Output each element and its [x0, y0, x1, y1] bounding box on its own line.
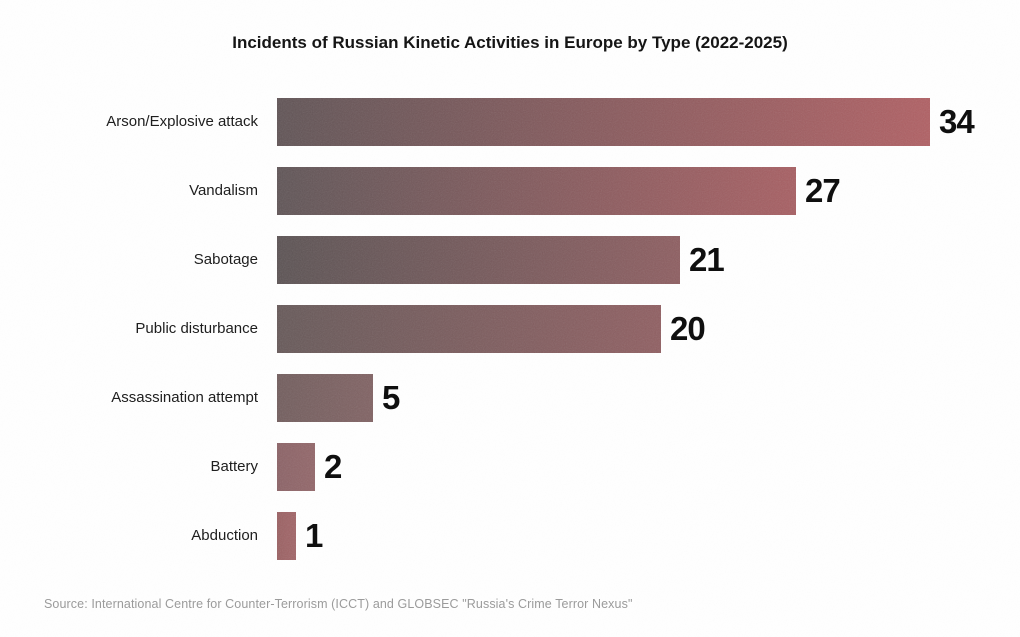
- category-label: Abduction: [191, 527, 258, 544]
- bar-grain-texture: [277, 236, 680, 284]
- value-label: 27: [805, 172, 841, 209]
- value-label: 5: [382, 379, 400, 416]
- category-label: Assassination attempt: [111, 389, 258, 406]
- bar: [277, 512, 296, 560]
- category-label: Sabotage: [193, 251, 258, 268]
- bar-grain-texture: [277, 305, 661, 353]
- category-label: Vandalism: [189, 182, 258, 199]
- bar: [277, 374, 373, 422]
- bar-row: Abduction 1: [0, 512, 1020, 560]
- bar-row: Assassination attempt 5: [0, 374, 1020, 422]
- value-label: 21: [689, 241, 725, 278]
- chart-title: Incidents of Russian Kinetic Activities …: [232, 33, 788, 52]
- value-label: 34: [939, 103, 975, 140]
- bar: [277, 236, 680, 284]
- value-label: 20: [670, 310, 706, 347]
- category-label: Battery: [210, 458, 258, 475]
- category-label: Arson/Explosive attack: [106, 113, 258, 130]
- bar: [277, 167, 796, 215]
- bar-row: Battery 2: [0, 443, 1020, 491]
- source-note: Source: International Centre for Counter…: [44, 597, 633, 611]
- bar-row: Sabotage 21: [0, 236, 1020, 284]
- bar-row: Arson/Explosive attack 34: [0, 98, 1020, 146]
- bar: [277, 305, 661, 353]
- bar: [277, 98, 930, 146]
- bar-grain-texture: [277, 512, 296, 560]
- bar-grain-texture: [277, 98, 930, 146]
- bar-grain-texture: [277, 443, 315, 491]
- bar-grain-texture: [277, 374, 373, 422]
- category-label: Public disturbance: [135, 320, 258, 337]
- value-label: 1: [305, 517, 323, 554]
- bar-row: Public disturbance 20: [0, 305, 1020, 353]
- value-label: 2: [324, 448, 342, 485]
- bar: [277, 443, 315, 491]
- bar-row: Vandalism 27: [0, 167, 1020, 215]
- bar-grain-texture: [277, 167, 796, 215]
